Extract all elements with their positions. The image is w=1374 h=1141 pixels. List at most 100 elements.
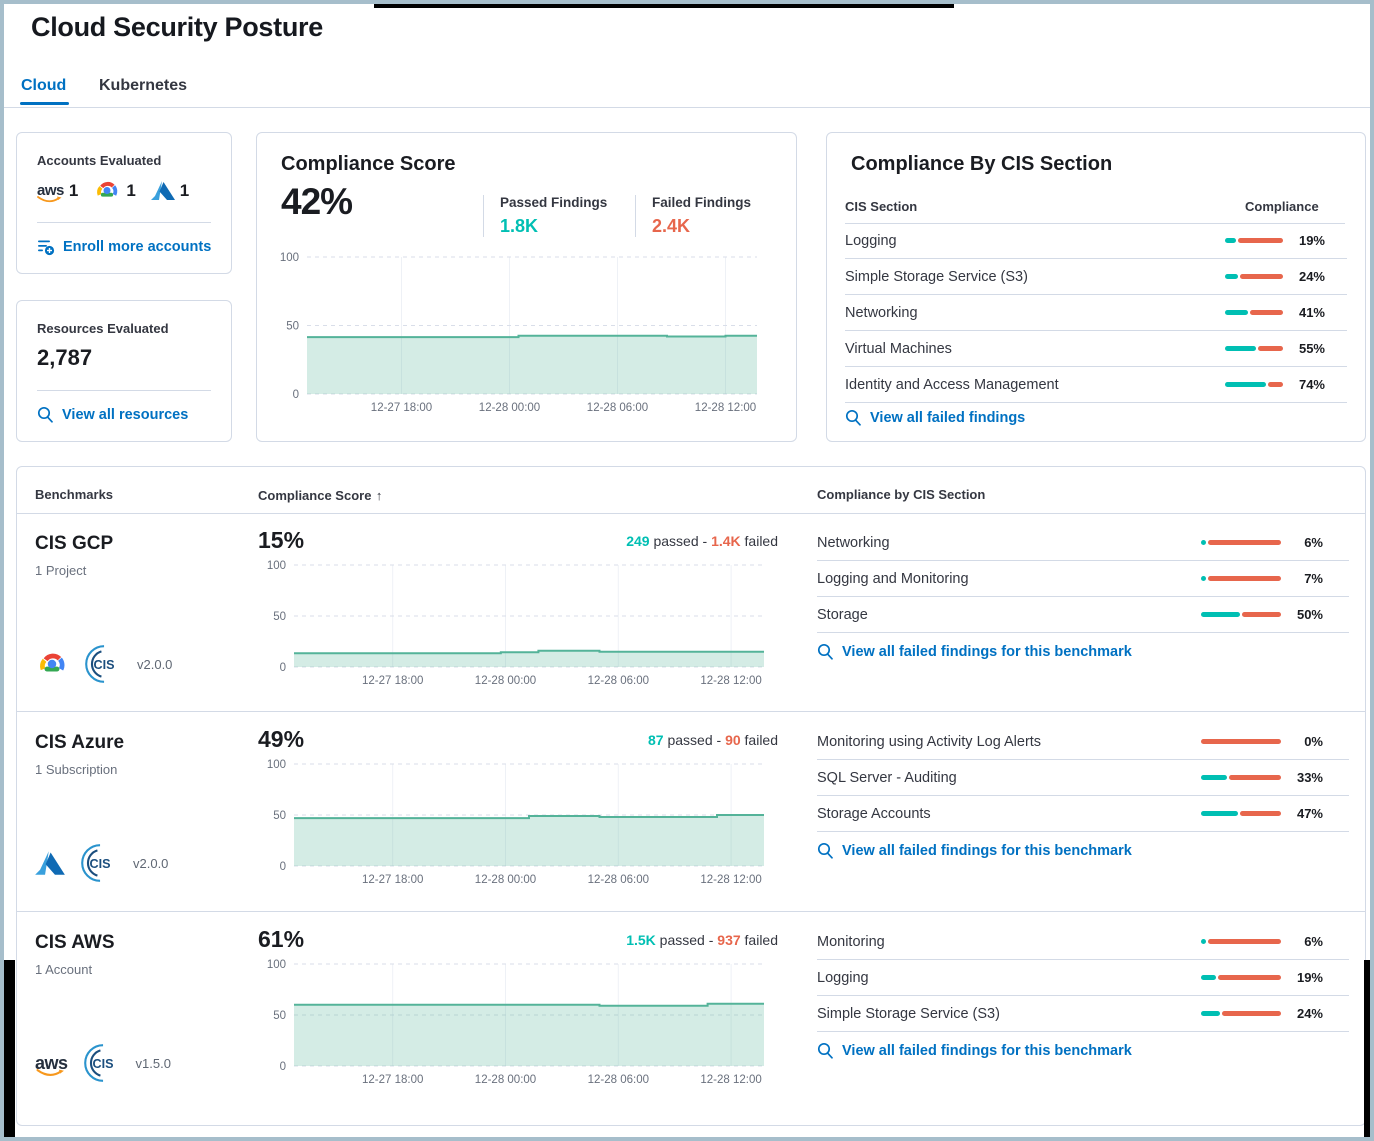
provider-counts: aws 1 1 1 <box>37 179 190 203</box>
compliance-bar <box>1201 1011 1281 1016</box>
failed-suffix: failed <box>740 932 778 948</box>
cis-section-row: Storage Accounts 47% <box>817 796 1349 832</box>
cis-section-row: Logging and Monitoring 7% <box>817 561 1349 597</box>
svg-text:12-28 12:00: 12-28 12:00 <box>700 675 761 687</box>
cis-section-rows: Logging 19% Simple Storage Service (S3) … <box>845 223 1347 403</box>
cis-section-row: SQL Server - Auditing 33% <box>817 760 1349 796</box>
gcp-account: 1 <box>93 179 136 202</box>
aws-account-count: 1 <box>68 180 79 200</box>
svg-text:50: 50 <box>273 611 286 623</box>
svg-text:12-28 06:00: 12-28 06:00 <box>587 402 648 414</box>
accounts-evaluated-title: Accounts Evaluated <box>37 153 162 168</box>
compliance-percent: 19% <box>1298 233 1325 248</box>
passed-suffix: passed - <box>655 932 718 948</box>
svg-text:50: 50 <box>273 1010 286 1022</box>
compliance-by-cis-column-header: Compliance by CIS Section <box>817 487 986 502</box>
passed-count: 1.5K <box>626 932 656 948</box>
benchmark-name: CIS Azure <box>35 732 125 753</box>
compliance-score-value: 42% <box>281 181 353 222</box>
benchmark-version: v2.0.0 <box>137 656 173 672</box>
benchmark-name: CIS GCP <box>35 533 114 554</box>
compliance-percent: 50% <box>1296 607 1323 622</box>
svg-text:100: 100 <box>267 560 286 572</box>
benchmark-score: 61% <box>258 926 305 952</box>
benchmark-findings: 87 passed - 90 failed <box>258 732 778 748</box>
benchmark-row-cis-azure: CIS Azure 1 Subscription CIS v2.0.0 49% … <box>17 711 1365 912</box>
view-all-failed-findings-link[interactable]: View all failed findings <box>845 409 1025 426</box>
enroll-more-accounts-link[interactable]: Enroll more accounts <box>37 238 211 256</box>
azure-account: 1 <box>150 180 190 201</box>
svg-text:12-28 00:00: 12-28 00:00 <box>475 1074 536 1086</box>
tabs-divider <box>4 107 1370 108</box>
benchmark-findings: 1.5K passed - 937 failed <box>258 932 778 948</box>
card-divider <box>37 222 211 223</box>
svg-text:CIS: CIS <box>94 658 115 672</box>
svg-text:12-28 00:00: 12-28 00:00 <box>475 675 536 687</box>
cis-section-label: Storage <box>817 606 868 623</box>
benchmark-cis-sections: Networking 6% Logging and Monitoring 7% … <box>817 525 1349 633</box>
top-black-strip <box>374 4 954 8</box>
cis-section-label: Monitoring using Activity Log Alerts <box>817 733 1042 750</box>
aws-account: aws 1 <box>37 180 79 203</box>
active-tab-underline <box>20 102 69 105</box>
passed-suffix: passed - <box>649 533 712 549</box>
aws-icon: aws <box>35 1053 68 1076</box>
compliance-bar <box>1201 540 1281 545</box>
view-all-resources-link[interactable]: View all resources <box>37 406 188 423</box>
view-failed-findings-benchmark-label: View all failed findings for this benchm… <box>842 1042 1132 1059</box>
passed-suffix: passed - <box>663 732 726 748</box>
compliance-score-header-label: Compliance Score <box>258 488 372 503</box>
tab-cloud[interactable]: Cloud <box>21 77 67 94</box>
view-failed-findings-benchmark-link[interactable]: View all failed findings for this benchm… <box>817 643 1132 660</box>
failed-suffix: failed <box>740 533 778 549</box>
svg-text:12-28 12:00: 12-28 12:00 <box>695 402 756 414</box>
right-black-strip <box>1364 960 1370 1137</box>
svg-text:100: 100 <box>267 959 286 971</box>
benchmark-subtitle: 1 Account <box>35 962 93 977</box>
cis-section-label: Logging <box>845 232 897 249</box>
accounts-evaluated-card: Accounts Evaluated aws 1 1 <box>16 132 232 274</box>
cis-logo: CIS <box>85 645 115 683</box>
cis-section-label: SQL Server - Auditing <box>817 769 957 786</box>
view-failed-findings-benchmark-label: View all failed findings for this benchm… <box>842 842 1132 859</box>
resources-evaluated-count: 2,787 <box>37 345 93 370</box>
compliance-bar <box>1225 382 1283 387</box>
search-icon <box>817 1042 833 1059</box>
cis-section-column-header: CIS Section <box>845 199 918 214</box>
svg-text:0: 0 <box>280 861 286 873</box>
compliance-score-title: Compliance Score <box>281 153 456 175</box>
benchmark-score: 15% <box>258 527 305 553</box>
cis-section-row: Monitoring using Activity Log Alerts 0% <box>817 724 1349 760</box>
compliance-percent: 19% <box>1296 970 1323 985</box>
resources-evaluated-card: Resources Evaluated 2,787 View all resou… <box>16 300 232 442</box>
benchmark-cis-sections: Monitoring 6% Logging 19% Simple Storage… <box>817 924 1349 1032</box>
benchmark-findings: 249 passed - 1.4K failed <box>258 533 778 549</box>
view-failed-findings-benchmark-link[interactable]: View all failed findings for this benchm… <box>817 842 1132 859</box>
sort-ascending-icon: ↑ <box>375 488 383 503</box>
cis-logo: CIS <box>83 1044 113 1082</box>
compliance-score-chart: 12-27 18:00 12-28 00:00 12-28 06:00 12-28 1… <box>261 245 777 435</box>
compliance-bar <box>1201 975 1281 980</box>
benchmark-logos: CIS v2.0.0 <box>35 842 168 884</box>
cis-section-card-title: Compliance By CIS Section <box>851 153 1113 175</box>
cis-section-row: Monitoring 6% <box>817 924 1349 960</box>
left-black-strip <box>4 960 15 1137</box>
cis-section-label: Simple Storage Service (S3) <box>845 268 1028 285</box>
search-icon <box>817 842 833 859</box>
view-failed-findings-benchmark-link[interactable]: View all failed findings for this benchm… <box>817 1042 1132 1059</box>
svg-text:12-27 18:00: 12-27 18:00 <box>371 402 432 414</box>
svg-text:12-28 00:00: 12-28 00:00 <box>475 874 536 886</box>
enroll-more-accounts-label: Enroll more accounts <box>63 239 212 255</box>
azure-account-count: 1 <box>179 180 190 200</box>
svg-text:12-28 06:00: 12-28 06:00 <box>588 1074 649 1086</box>
tab-kubernetes[interactable]: Kubernetes <box>99 77 188 94</box>
compliance-percent: 24% <box>1296 1006 1323 1021</box>
compliance-bar <box>1201 739 1281 744</box>
svg-text:50: 50 <box>273 810 286 822</box>
compliance-percent: 7% <box>1304 571 1323 586</box>
compliance-column-header: Compliance <box>1245 199 1319 214</box>
compliance-percent: 24% <box>1298 269 1325 284</box>
compliance-score-column-header[interactable]: Compliance Score ↑ <box>258 487 382 505</box>
svg-text:12-27 18:00: 12-27 18:00 <box>362 1074 423 1086</box>
svg-text:100: 100 <box>267 759 286 771</box>
